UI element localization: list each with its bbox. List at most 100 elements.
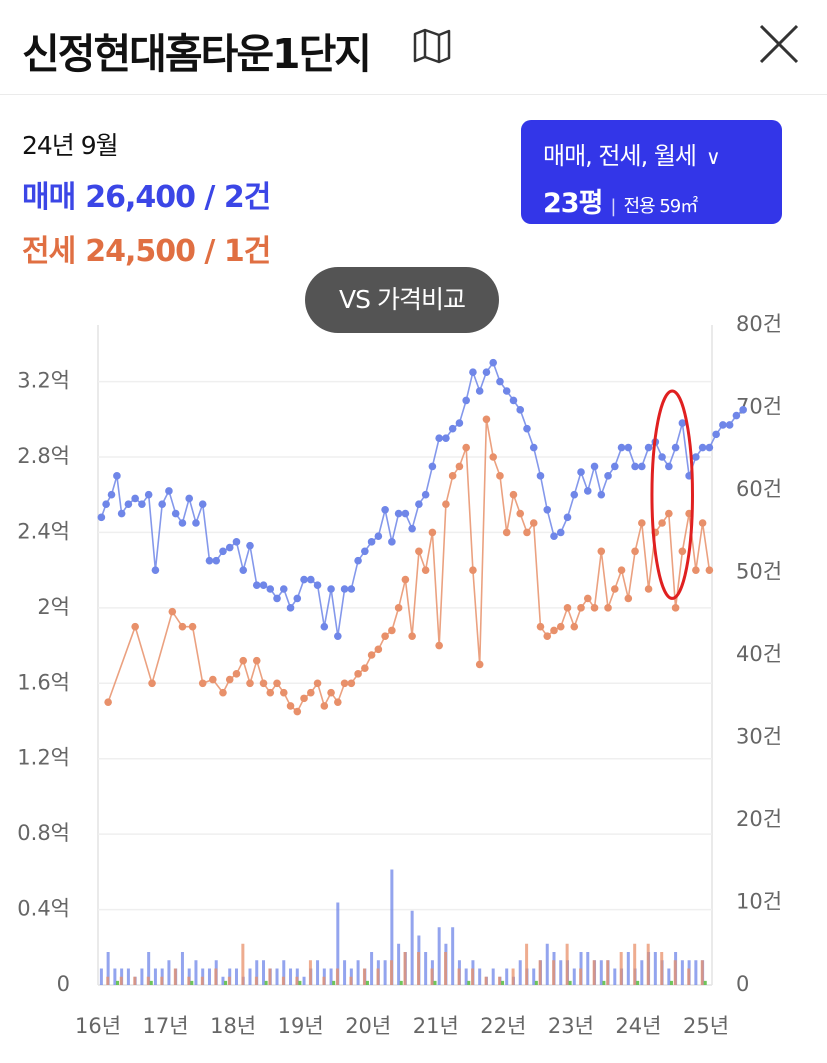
- data-point: [259, 581, 268, 590]
- data-point: [448, 472, 457, 480]
- volume-bar: [640, 960, 644, 985]
- y-tick-label-left: 2억: [37, 595, 70, 619]
- volume-bar: [545, 943, 549, 985]
- data-point: [496, 472, 504, 480]
- data-point: [624, 594, 633, 603]
- volume-bar: [606, 960, 610, 985]
- volume-bar: [565, 943, 569, 985]
- volume-bar: [410, 910, 414, 985]
- volume-bar: [329, 968, 333, 985]
- volume-bar: [106, 976, 110, 985]
- data-point: [496, 377, 504, 386]
- x-tick-label: 25년: [683, 1014, 729, 1038]
- volume-bar: [316, 960, 320, 985]
- data-point: [381, 506, 389, 514]
- data-point: [692, 453, 700, 461]
- data-point: [286, 604, 295, 612]
- data-point: [219, 688, 227, 697]
- y-tick-label-right: 10건: [736, 890, 782, 914]
- data-point: [117, 509, 126, 518]
- volume-bar: [133, 976, 137, 985]
- data-point: [529, 519, 538, 527]
- data-point: [209, 675, 217, 684]
- data-point: [455, 462, 464, 471]
- data-point: [482, 415, 491, 424]
- filter-types: 매매, 전세, 월세: [543, 142, 697, 170]
- volume-bar: [264, 980, 268, 985]
- volume-bar: [146, 976, 150, 985]
- data-point: [401, 575, 410, 584]
- volume-bar: [667, 968, 671, 985]
- data-point: [273, 594, 281, 603]
- y-tick-label-left: 0.4억: [17, 897, 70, 921]
- volume-bar: [336, 902, 340, 985]
- data-point: [300, 694, 308, 703]
- data-point: [165, 487, 173, 495]
- volume-bar: [275, 968, 279, 985]
- data-point: [225, 543, 234, 552]
- volume-bar: [262, 960, 266, 985]
- data-point: [489, 358, 498, 367]
- volume-bar: [113, 968, 117, 985]
- volume-bar: [302, 976, 306, 985]
- volume-bar: [241, 943, 245, 985]
- data-point: [570, 490, 579, 499]
- data-point: [739, 406, 747, 414]
- volume-bar: [464, 968, 468, 985]
- volume-bar: [167, 960, 171, 985]
- data-point: [192, 519, 200, 527]
- volume-bar: [552, 960, 556, 985]
- data-point: [658, 519, 666, 527]
- data-point: [327, 688, 335, 697]
- vs-compare-button[interactable]: VS 가격비교: [305, 267, 499, 333]
- data-point: [502, 528, 511, 537]
- data-point: [131, 622, 139, 631]
- volume-bar: [478, 968, 482, 985]
- data-point: [334, 698, 342, 706]
- data-point: [631, 462, 639, 471]
- data-point: [523, 424, 531, 433]
- page-title: 신정현대홈타운1단지: [22, 30, 372, 78]
- close-icon[interactable]: [757, 22, 801, 66]
- data-point: [597, 490, 606, 499]
- data-point: [705, 566, 714, 574]
- data-point: [225, 675, 234, 684]
- price-chart: 0 0.4억 0.8억 1.2억 1.6억 2억 2.4억 2.8억 3.2억 0 10건 20건 30…: [17, 312, 782, 1038]
- x-tick-label: 20년: [345, 1014, 391, 1038]
- data-point: [198, 500, 207, 508]
- data-point: [408, 632, 416, 640]
- volume-bar: [397, 943, 401, 985]
- data-point: [712, 430, 720, 439]
- volume-bar: [687, 968, 691, 985]
- data-point: [158, 500, 166, 508]
- data-point: [239, 656, 248, 665]
- volume-bar: [160, 976, 164, 985]
- filter-button[interactable]: 매매, 전세, 월세 ∨ 23평 | 전용 59㎡: [521, 120, 782, 224]
- data-point: [550, 532, 558, 540]
- data-point: [597, 547, 606, 556]
- chevron-down-icon: ∨: [706, 145, 721, 169]
- data-point: [475, 660, 484, 669]
- data-point: [361, 664, 369, 672]
- volume-bar: [389, 960, 393, 985]
- volume-bar: [194, 960, 198, 985]
- data-point: [313, 679, 322, 688]
- map-icon[interactable]: [412, 28, 452, 64]
- y-tick-label-left: 0.8억: [17, 821, 70, 845]
- data-point: [462, 396, 470, 405]
- volume-bar: [173, 968, 177, 985]
- volume-bar: [140, 968, 144, 985]
- volume-bar: [525, 943, 529, 985]
- volume-bar: [248, 968, 252, 985]
- data-point: [279, 688, 288, 697]
- y-tick-label-right: 20건: [736, 807, 782, 831]
- volume-bar: [308, 960, 312, 985]
- data-point: [732, 411, 741, 420]
- data-point: [502, 387, 511, 395]
- data-point: [286, 702, 295, 710]
- data-point: [509, 396, 518, 405]
- y-tick-label-left: 2.8억: [17, 444, 70, 468]
- data-point: [563, 513, 572, 522]
- data-point: [354, 556, 362, 565]
- volume-bar: [511, 968, 515, 985]
